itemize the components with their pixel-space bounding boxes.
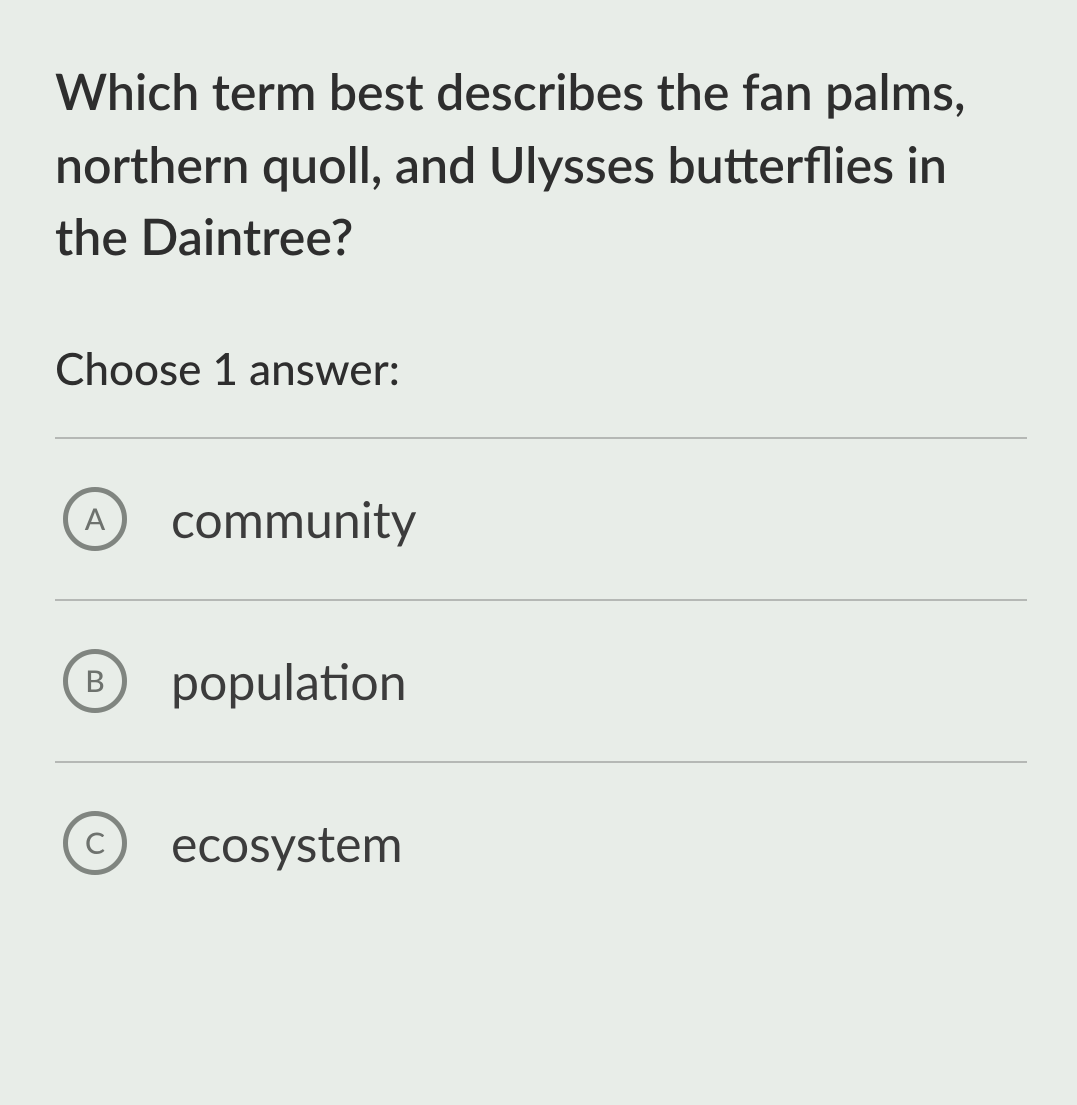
option-label-b: population (171, 651, 407, 711)
radio-circle-b: B (63, 649, 127, 713)
options-list: A community B population C ecosystem (55, 437, 1027, 923)
radio-letter-b: B (85, 663, 105, 699)
radio-letter-c: C (85, 825, 105, 861)
choose-prompt: Choose 1 answer: (55, 343, 1027, 395)
option-a[interactable]: A community (55, 439, 1027, 601)
question-text: Which term best describes the fan palms,… (55, 55, 1027, 273)
radio-circle-c: C (63, 811, 127, 875)
radio-circle-a: A (63, 487, 127, 551)
option-label-a: community (171, 489, 417, 549)
option-b[interactable]: B population (55, 601, 1027, 763)
option-c[interactable]: C ecosystem (55, 763, 1027, 923)
radio-letter-a: A (85, 501, 105, 537)
option-label-c: ecosystem (171, 813, 403, 873)
